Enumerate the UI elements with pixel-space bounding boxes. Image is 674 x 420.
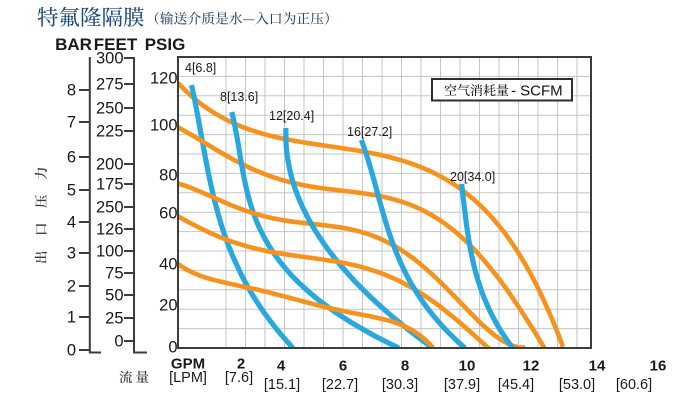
svg-text:0: 0 <box>168 339 177 357</box>
svg-text:0: 0 <box>114 333 123 351</box>
svg-text:8: 8 <box>67 82 76 100</box>
svg-text:[45.4]: [45.4] <box>498 377 534 393</box>
svg-text:16: 16 <box>650 358 667 375</box>
svg-text:250: 250 <box>96 100 124 118</box>
svg-text:40: 40 <box>159 256 177 274</box>
svg-text:100: 100 <box>96 243 124 261</box>
svg-text:10: 10 <box>459 358 476 375</box>
svg-text:7: 7 <box>67 114 76 132</box>
svg-text:4: 4 <box>67 214 76 232</box>
svg-text:60: 60 <box>159 205 177 223</box>
svg-text:[7.6]: [7.6] <box>225 370 253 386</box>
svg-text:120: 120 <box>150 70 178 88</box>
svg-text:[53.0]: [53.0] <box>559 377 595 393</box>
svg-text:FEET: FEET <box>94 35 138 54</box>
svg-text:12: 12 <box>523 358 540 375</box>
svg-text:200: 200 <box>96 156 124 174</box>
svg-text:225: 225 <box>96 123 124 141</box>
svg-text:8: 8 <box>401 358 409 375</box>
svg-text:80: 80 <box>159 167 177 185</box>
svg-text:5: 5 <box>67 182 76 200</box>
svg-text:250: 250 <box>96 199 124 217</box>
svg-text:275: 275 <box>96 76 124 94</box>
svg-text:[30.3]: [30.3] <box>382 377 418 393</box>
svg-text:4[6.8]: 4[6.8] <box>185 61 216 75</box>
svg-text:[37.9]: [37.9] <box>444 377 480 393</box>
svg-text:8[13.6]: 8[13.6] <box>220 90 258 104</box>
svg-text:[15.1]: [15.1] <box>264 377 300 393</box>
svg-text:20[34.0]: 20[34.0] <box>450 170 495 184</box>
svg-text:12[20.4]: 12[20.4] <box>269 109 314 123</box>
svg-text:100: 100 <box>150 117 178 135</box>
svg-text:[60.6]: [60.6] <box>616 377 652 393</box>
svg-text:[LPM]: [LPM] <box>169 370 207 386</box>
svg-text:16[27.2]: 16[27.2] <box>347 125 392 139</box>
svg-text:0: 0 <box>67 342 76 360</box>
svg-text:14: 14 <box>589 358 606 375</box>
svg-text:4: 4 <box>277 358 286 375</box>
svg-text:1: 1 <box>67 309 76 327</box>
svg-text:3: 3 <box>67 245 76 263</box>
svg-text:126: 126 <box>96 221 124 239</box>
svg-text:PSIG: PSIG <box>145 35 186 54</box>
svg-text:50: 50 <box>105 287 123 305</box>
svg-text:20: 20 <box>159 297 177 315</box>
svg-text:75: 75 <box>105 265 123 283</box>
svg-text:300: 300 <box>96 50 124 68</box>
svg-text:6: 6 <box>67 149 76 167</box>
svg-text:- SCFM: - SCFM <box>511 83 563 100</box>
svg-text:2: 2 <box>67 278 76 296</box>
svg-text:6: 6 <box>339 358 347 375</box>
svg-text:25: 25 <box>105 310 123 328</box>
svg-text:BAR: BAR <box>55 35 92 54</box>
svg-text:175: 175 <box>96 176 124 194</box>
svg-text:GPM: GPM <box>171 356 205 373</box>
svg-text:2: 2 <box>237 356 245 373</box>
svg-text:[22.7]: [22.7] <box>322 377 358 393</box>
